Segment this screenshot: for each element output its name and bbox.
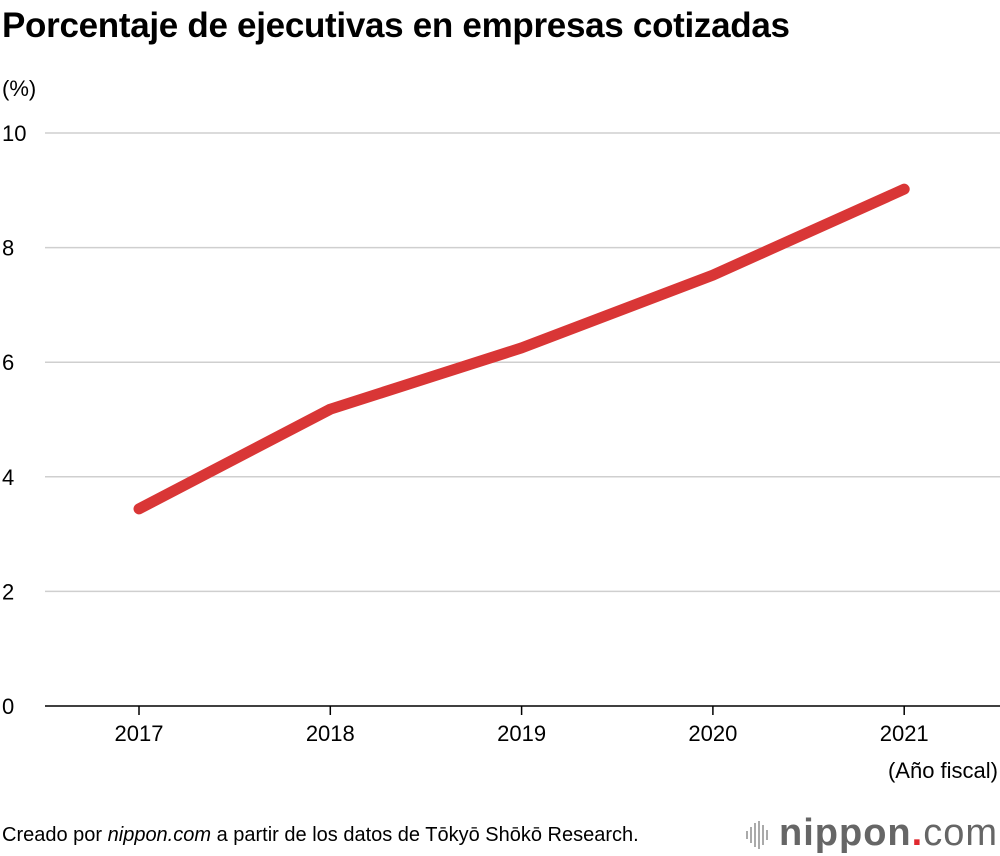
nippon-logo: nippon.com bbox=[745, 812, 998, 855]
y-tick-label: 0 bbox=[2, 694, 14, 719]
source-prefix: Creado por bbox=[2, 824, 108, 846]
y-tick-label: 4 bbox=[2, 465, 14, 490]
x-axis-label: (Año fiscal) bbox=[888, 758, 998, 783]
logo-bars-icon bbox=[746, 820, 769, 849]
y-tick-label: 6 bbox=[2, 350, 14, 375]
x-tick-label: 2018 bbox=[306, 721, 355, 746]
x-tick-label: 2019 bbox=[497, 721, 546, 746]
chart-title: Porcentaje de ejecutivas en empresas cot… bbox=[2, 6, 790, 45]
source-site: nippon.com bbox=[107, 824, 212, 846]
x-tick-label: 2017 bbox=[115, 721, 164, 746]
line-chart: 0 2 4 6 8 10 2017 2018 2019 2020 2021 (Año fiscal) bbox=[2, 121, 1000, 783]
x-tick-label: 2021 bbox=[880, 721, 929, 746]
series-line bbox=[133, 183, 910, 515]
y-tick-label: 2 bbox=[2, 579, 14, 604]
y-tick-label: 8 bbox=[2, 236, 14, 261]
x-tick-label: 2020 bbox=[688, 721, 737, 746]
source-suffix: a partir de los datos de Tōkyō Shōkō Res… bbox=[211, 824, 639, 846]
source-note: Creado por nippon.com a partir de los da… bbox=[2, 824, 639, 847]
y-axis-unit: (%) bbox=[2, 76, 37, 101]
y-tick-label: 10 bbox=[2, 121, 26, 146]
